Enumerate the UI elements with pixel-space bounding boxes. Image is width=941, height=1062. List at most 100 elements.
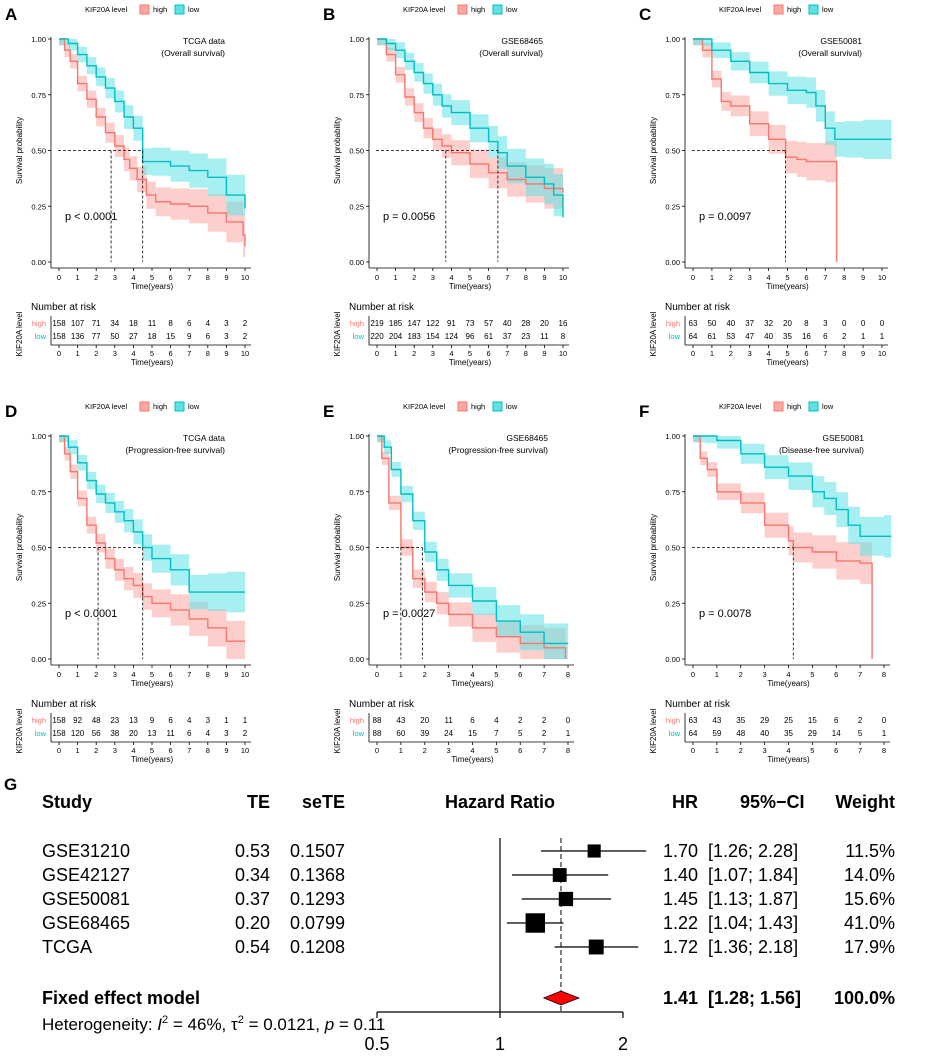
study-weight: 41.0%: [844, 913, 895, 933]
risk-value-low: 6: [206, 332, 211, 341]
y-tick-label: 1.00: [349, 35, 364, 44]
col-header-study: Study: [42, 792, 92, 812]
het-tau-symbol: τ: [231, 1015, 238, 1034]
risk-value-high: 71: [92, 319, 101, 328]
risk-y-label: KIF20A level: [15, 708, 24, 753]
risk-value-high: 50: [707, 319, 716, 328]
pooled-weight: 100.0%: [834, 988, 895, 1008]
risk-row-label-low: low: [35, 332, 47, 341]
risk-value-low: 38: [110, 729, 119, 738]
study-name: TCGA: [42, 937, 92, 957]
risk-x-tick-label: 3: [113, 349, 117, 358]
study-te: 0.37: [235, 889, 270, 909]
risk-value-low: 64: [689, 729, 698, 738]
risk-x-tick-label: 9: [542, 349, 546, 358]
risk-value-low: 1: [880, 332, 885, 341]
risk-value-low: 96: [466, 332, 475, 341]
panel-letter: F: [639, 402, 649, 421]
risk-value-low: 1: [882, 729, 887, 738]
y-tick-label: 0.25: [349, 599, 364, 608]
risk-table-title: Number at risk: [665, 699, 731, 710]
y-axis-label: Survival probability: [15, 514, 24, 581]
y-tick-label: 0.50: [665, 544, 680, 553]
risk-value-low: 15: [166, 332, 175, 341]
risk-value-low: 20: [129, 729, 138, 738]
risk-x-tick-label: 1: [394, 349, 398, 358]
ci-band-low: [377, 39, 563, 240]
risk-table-title: Number at risk: [31, 302, 97, 313]
x-tick-label: 1: [394, 273, 398, 282]
hr-square: [525, 913, 546, 933]
risk-x-tick-label: 10: [241, 349, 249, 358]
risk-x-tick-label: 0: [691, 349, 695, 358]
y-tick-label: 0.00: [665, 258, 680, 267]
risk-x-tick-label: 6: [487, 349, 491, 358]
x-axis-label: Time(years): [131, 679, 174, 688]
het-i2-value: = 46%,: [168, 1015, 231, 1034]
risk-value-high: 4: [206, 319, 211, 328]
risk-x-tick-label: 5: [494, 746, 498, 755]
risk-value-low: 88: [373, 729, 382, 738]
risk-row-label-low: low: [35, 729, 47, 738]
col-header-hazard-ratio: Hazard Ratio: [445, 792, 555, 812]
risk-value-low: 3: [224, 729, 229, 738]
x-tick-label: 7: [505, 273, 509, 282]
x-tick-label: 2: [423, 670, 427, 679]
study-ci: [1.07; 1.84]: [708, 865, 798, 885]
x-tick-label: 0: [691, 273, 695, 282]
x-tick-label: 1: [715, 670, 719, 679]
legend-label-high: high: [471, 5, 485, 14]
chart-title: GSE68465: [506, 433, 548, 443]
legend-label-low: low: [188, 402, 200, 411]
risk-x-axis-label: Time(years): [766, 358, 809, 367]
risk-value-high: 23: [110, 716, 119, 725]
risk-value-low: 158: [52, 729, 66, 738]
risk-value-high: 37: [745, 319, 754, 328]
het-tau-value: = 0.0121,: [244, 1015, 325, 1034]
chart-subtitle: (Progression-free survival): [448, 445, 548, 455]
risk-value-low: 16: [802, 332, 811, 341]
risk-value-high: 158: [52, 319, 66, 328]
study-weight: 14.0%: [844, 865, 895, 885]
x-tick-label: 3: [113, 273, 117, 282]
risk-value-high: 122: [426, 319, 440, 328]
y-axis-label: Survival probability: [649, 117, 658, 184]
x-tick-label: 6: [518, 670, 522, 679]
study-te: 0.34: [235, 865, 270, 885]
risk-value-high: 34: [110, 319, 119, 328]
risk-x-tick-label: 1: [76, 746, 80, 755]
x-tick-label: 2: [729, 273, 733, 282]
risk-value-high: 43: [712, 716, 721, 725]
ci-band-high: [693, 39, 837, 262]
x-tick-label: 1: [710, 273, 714, 282]
km-panel-F: F KIF20A level high low 0.00 0.25 0.50 0.75 1.00…: [639, 401, 892, 764]
y-tick-label: 1.00: [31, 35, 46, 44]
risk-value-low: 13: [148, 729, 157, 738]
risk-x-tick-label: 8: [206, 746, 210, 755]
panel-letter: A: [5, 5, 17, 24]
risk-x-tick-label: 7: [542, 746, 546, 755]
legend-label-high: high: [787, 402, 801, 411]
study-name: GSE50081: [42, 889, 130, 909]
risk-y-label: KIF20A level: [333, 311, 342, 356]
legend-label-high: high: [787, 5, 801, 14]
risk-value-low: 11: [540, 332, 549, 341]
heterogeneity-text: Heterogeneity: I2 = 46%, τ2 = 0.0121, p …: [42, 1014, 385, 1034]
x-tick-label: 9: [224, 273, 228, 282]
ci-band-low: [693, 436, 892, 559]
risk-value-high: 147: [408, 319, 422, 328]
risk-row-label-low: low: [669, 729, 681, 738]
pooled-label: Fixed effect model: [42, 988, 200, 1008]
risk-row-label-low: low: [353, 332, 365, 341]
x-tick-label: 10: [241, 273, 249, 282]
risk-value-high: 40: [726, 319, 735, 328]
x-tick-label: 3: [763, 670, 767, 679]
y-tick-label: 1.00: [349, 432, 364, 441]
risk-value-low: 48: [736, 729, 745, 738]
y-tick-label: 0.75: [349, 91, 364, 100]
risk-value-high: 1: [224, 716, 229, 725]
km-panel-D: D KIF20A level high low 0.00 0.25 0.50 0.75 1.00…: [5, 401, 251, 764]
x-tick-label: 2: [94, 273, 98, 282]
risk-value-low: 9: [187, 332, 192, 341]
y-tick-label: 1.00: [665, 35, 680, 44]
